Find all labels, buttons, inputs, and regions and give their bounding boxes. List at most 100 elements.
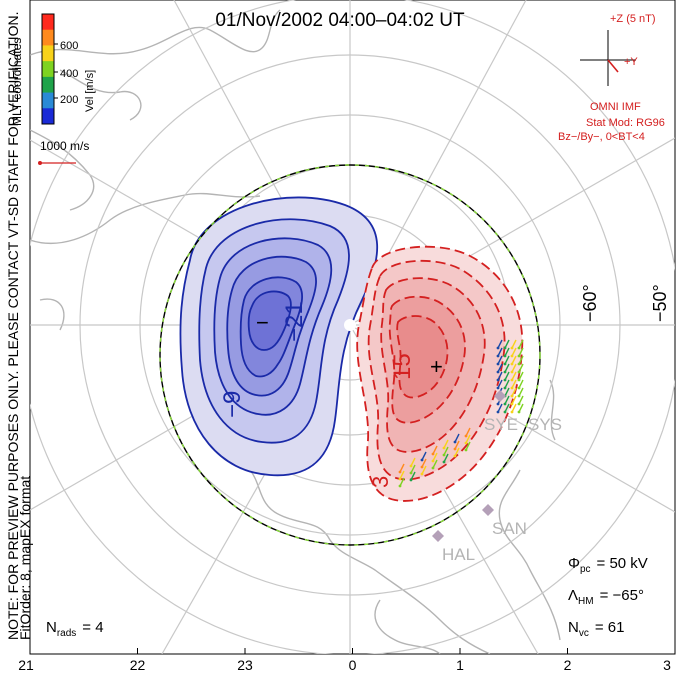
velocity-vector-origin — [517, 354, 521, 358]
mlt-tick-label: 22 — [130, 657, 146, 673]
velocity-vector — [443, 446, 449, 456]
velocity-vector-origin — [398, 470, 402, 474]
colorbar-swatch — [42, 92, 54, 109]
velocity-vector-origin — [510, 378, 514, 382]
velocity-vector — [432, 452, 438, 462]
velocity-vector — [399, 477, 405, 487]
velocity-vector — [518, 339, 524, 349]
velocity-vector — [511, 355, 517, 365]
velocity-vector — [511, 339, 517, 349]
velocity-vector-origin — [510, 354, 514, 358]
negative-potential-cell — [179, 196, 379, 477]
mlt-tick-label: 23 — [237, 657, 253, 673]
velocity-vector — [511, 403, 517, 413]
velocity-vector-origin — [453, 440, 457, 444]
lambda-hm-stat: ΛHM = −65° — [568, 587, 644, 607]
velocity-vector — [454, 447, 460, 457]
velocity-vector-origin — [409, 464, 413, 468]
colorbar-swatch — [42, 29, 54, 46]
velocity-vector-origin — [510, 394, 514, 398]
velocity-vector — [504, 347, 510, 357]
latitude-label-50: −50° — [650, 284, 670, 322]
scale-vector-label: 1000 m/s — [40, 139, 89, 153]
velocity-vector — [511, 387, 517, 397]
phi-pc-stat: Φpc = 50 kV — [568, 555, 648, 575]
velocity-vector — [497, 363, 503, 373]
velocity-vector — [518, 355, 524, 365]
n-vc-stat: Nvc = 61 — [568, 619, 624, 639]
velocity-vector-origin — [453, 454, 457, 458]
colorbar-label: Vel [m/s] — [84, 70, 96, 112]
mlt-tick-label: 1 — [456, 657, 464, 673]
imf-plus-z: +Z (5 nT) — [610, 13, 656, 25]
hm-boundary-vectors — [159, 164, 541, 546]
velocity-vector-origin — [464, 434, 468, 438]
velocity-vector-origin — [496, 354, 500, 358]
velocity-vector-origin — [398, 484, 402, 488]
velocity-vector-origin — [420, 458, 424, 462]
colorbar-swatch — [42, 14, 54, 31]
velocity-vector — [504, 387, 510, 397]
velocity-vector — [443, 453, 449, 463]
station-sye-marker — [494, 390, 506, 402]
velocity-vector — [432, 459, 438, 469]
station-san-marker — [482, 504, 494, 516]
map-title: 01/Nov/2002 04:00–04:02 UT — [215, 10, 465, 31]
velocity-vector — [465, 427, 471, 437]
velocity-vector-origin — [517, 394, 521, 398]
velocity-vector-origin — [503, 386, 507, 390]
velocity-vector-origin — [517, 370, 521, 374]
velocity-vector — [511, 395, 517, 405]
velocity-vector-origin — [510, 402, 514, 406]
positive-potential-cell — [356, 245, 524, 502]
velocity-vector — [497, 355, 503, 365]
velocity-vector-origin — [517, 386, 521, 390]
velocity-vector — [504, 403, 510, 413]
mlt-tick-label: 3 — [663, 657, 671, 673]
velocity-vector — [497, 371, 503, 381]
contour-label-neg21: −21 — [281, 301, 308, 342]
velocity-vector-origin — [420, 465, 424, 469]
velocity-vector — [518, 371, 524, 381]
velocity-vector-origin — [510, 370, 514, 374]
velocity-vector-origin — [496, 370, 500, 374]
station-label-san: SAN — [492, 519, 527, 538]
velocity-vector-origin — [431, 452, 435, 456]
imf-plus-y: +Y — [624, 56, 638, 68]
velocity-vector — [518, 403, 524, 413]
velocity-vector-origin — [442, 460, 446, 464]
imf-stat-mod: Stat Mod: RG96 — [586, 117, 665, 129]
velocity-vector — [443, 439, 449, 449]
velocity-vector — [511, 347, 517, 357]
velocity-vector — [504, 379, 510, 389]
mlt-axis: 21 22 23 0 1 2 3 — [18, 648, 676, 673]
velocity-vector-origin — [503, 402, 507, 406]
velocity-vector — [465, 441, 471, 451]
station-label-sys: SYS — [528, 415, 562, 434]
velocity-vector — [511, 363, 517, 373]
imf-source: OMNI IMF — [590, 101, 641, 113]
velocity-vector-origin — [510, 346, 514, 350]
velocity-vector — [497, 347, 503, 357]
velocity-vector — [497, 403, 503, 413]
velocity-vector — [432, 445, 438, 455]
velocity-vector-origin — [503, 370, 507, 374]
velocity-vector-origin — [517, 346, 521, 350]
velocity-vector — [421, 458, 427, 468]
velocity-vector-origin — [503, 346, 507, 350]
contour-label-15: 15 — [389, 353, 416, 380]
velocity-vector-origin — [409, 478, 413, 482]
velocity-vector-origin — [431, 466, 435, 470]
velocity-vector — [511, 371, 517, 381]
station-label-hal: HAL — [442, 545, 475, 564]
radar-stations — [432, 390, 506, 542]
velocity-vector — [421, 451, 427, 461]
velocity-vector — [504, 355, 510, 365]
maximum-marker: + — [430, 354, 443, 379]
velocity-vector-origin — [496, 346, 500, 350]
map-statistics: Φpc = 50 kV ΛHM = −65° Nvc = 61 Nrads = 4 — [46, 555, 648, 639]
imf-condition: Bz−/By−, 0<BT<4 — [558, 131, 645, 143]
colorbar-tick-200: 200 — [60, 94, 78, 106]
mlt-tick-label: 2 — [564, 657, 572, 673]
preview-watermark: NOTE: FOR PREVIEW PURPOSES ONLY. PLEASE … — [5, 11, 21, 640]
